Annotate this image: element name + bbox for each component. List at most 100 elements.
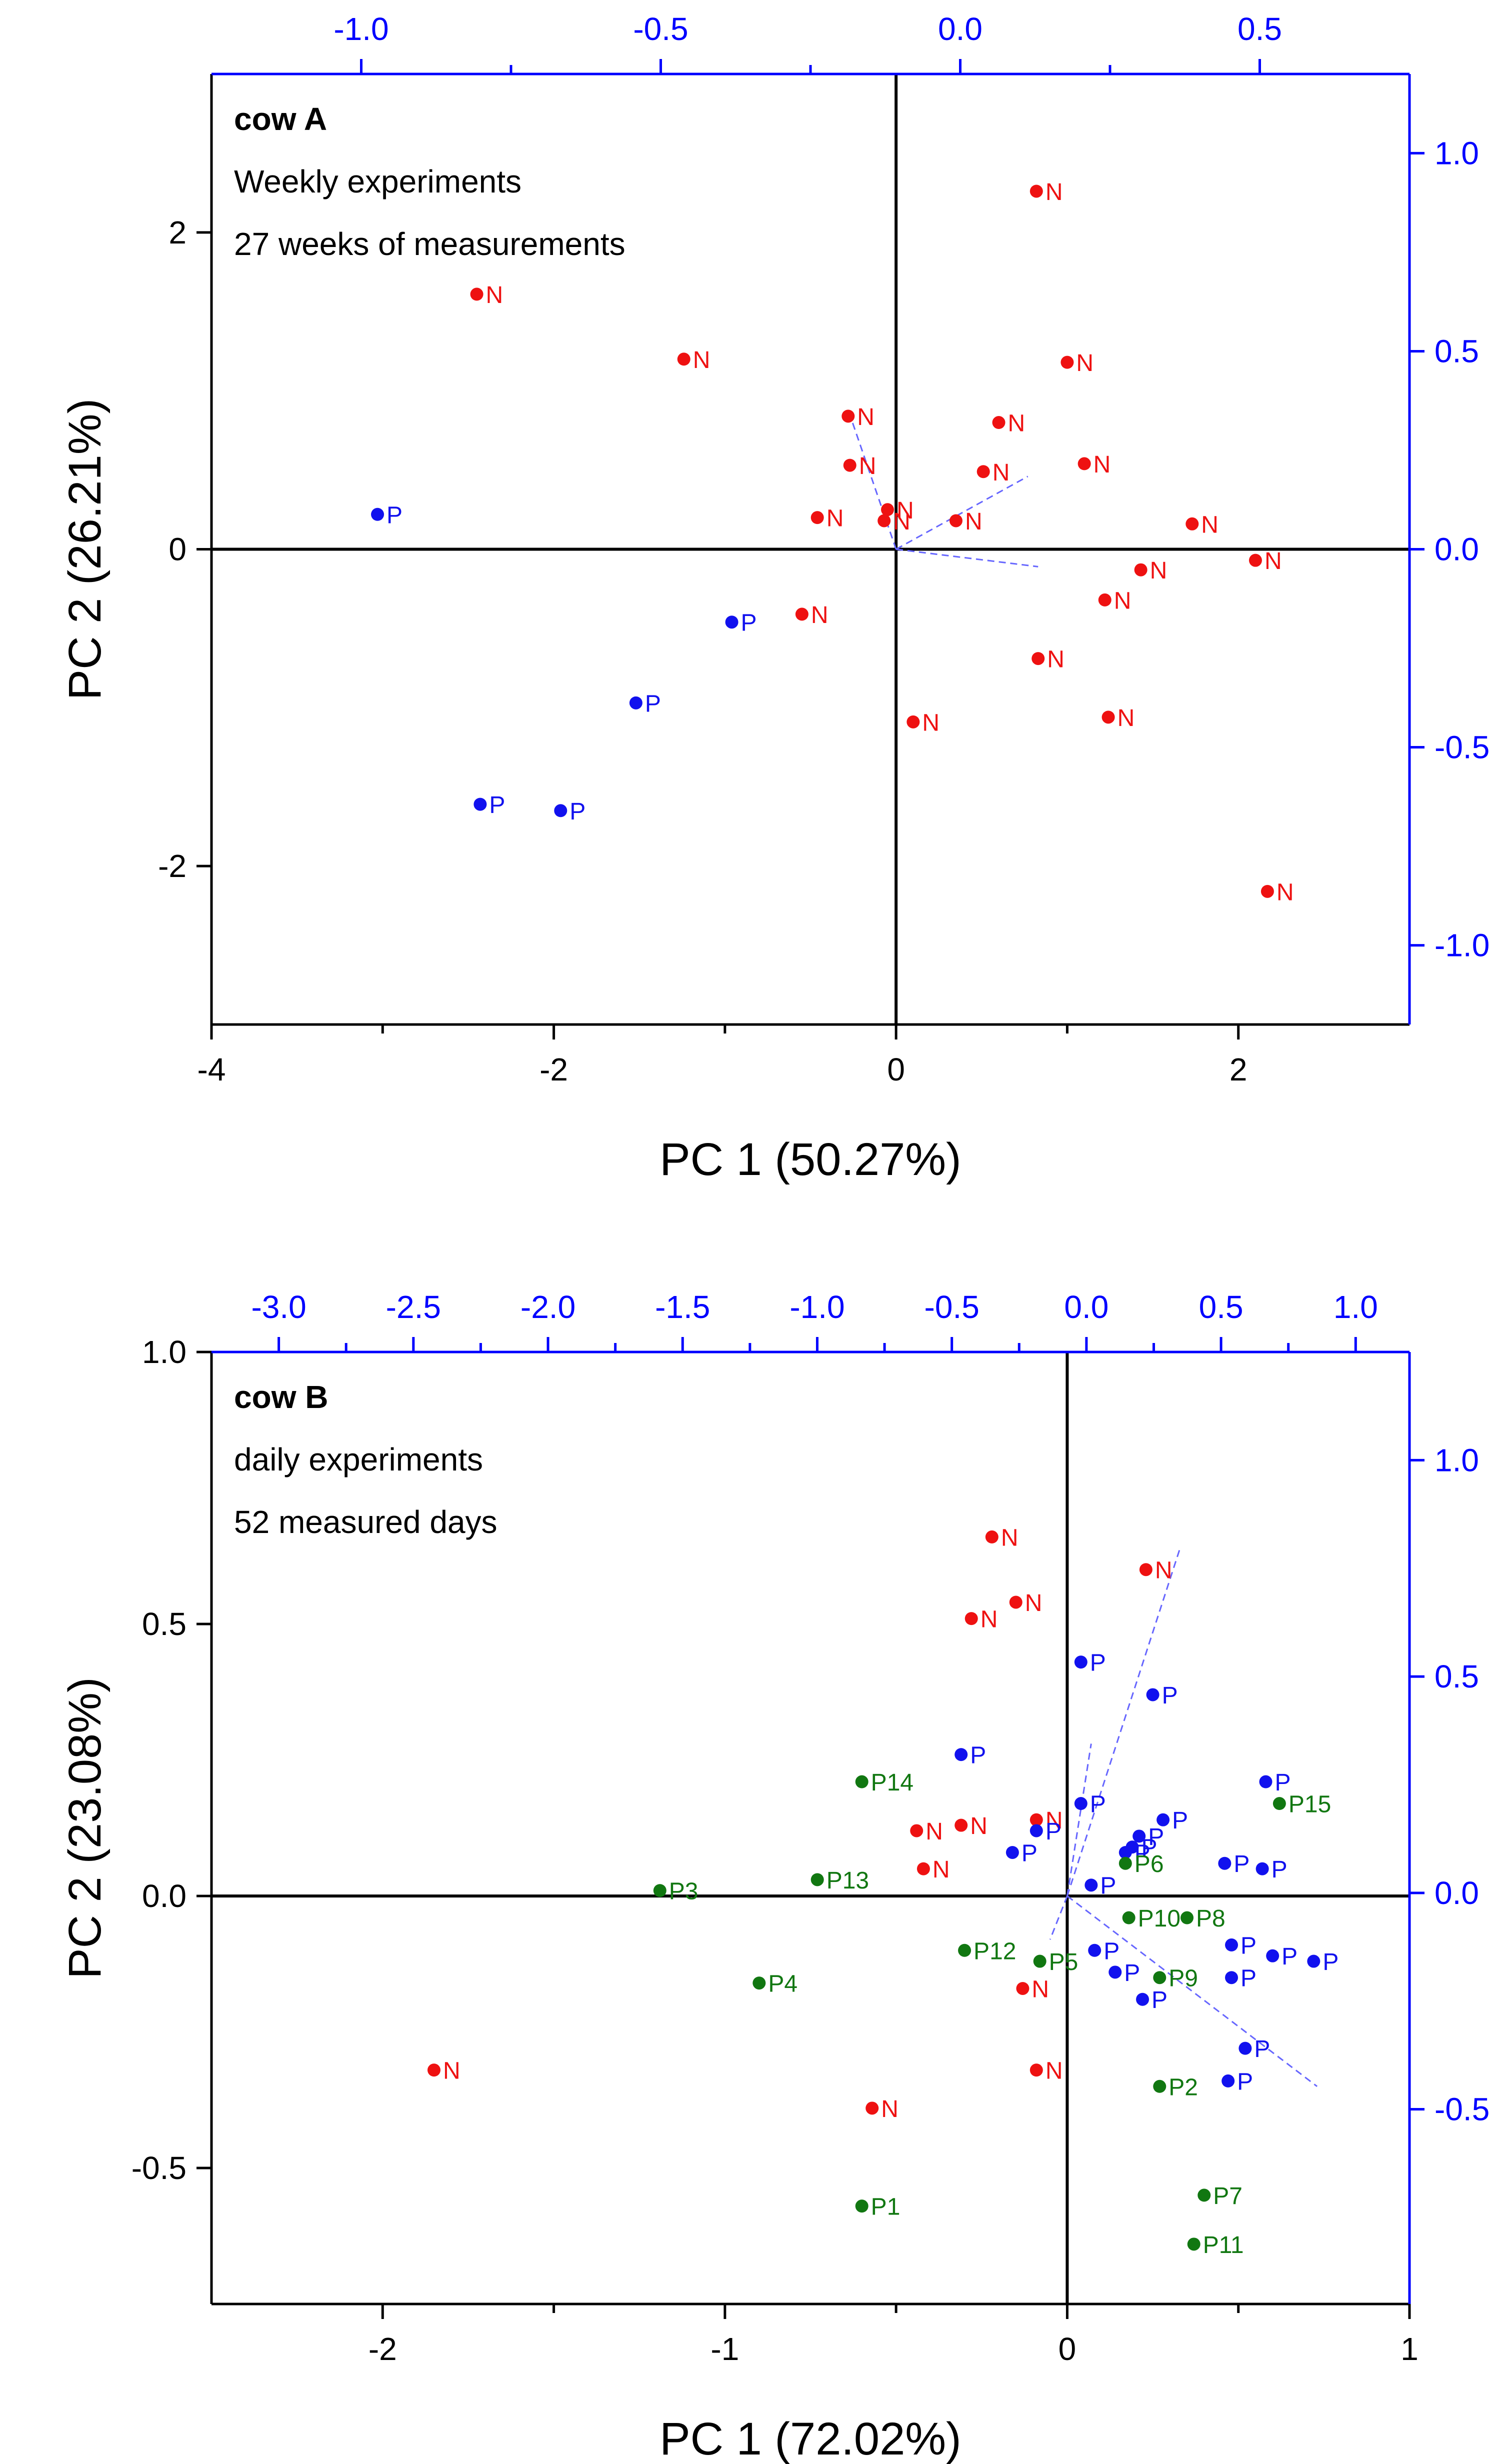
data-point-n [866, 2102, 879, 2115]
data-point-label: P14 [871, 1770, 914, 1796]
y-tick-label: 0.5 [142, 1606, 186, 1642]
data-point-n [677, 352, 690, 366]
right-tick-label: 1.0 [1434, 135, 1479, 171]
top-pca-biplot: -4 -2 0 2 PC 1 (50.27%) -2 0 2 PC 2 (26.21%) -1.0… [60, 11, 1490, 1185]
data-point-label: N [1076, 350, 1094, 376]
data-point-label: N [443, 2058, 460, 2084]
x-tick-label: 2 [1230, 1052, 1248, 1088]
data-point-n [1248, 554, 1262, 567]
data-point-p [629, 696, 642, 710]
data-point-label: N [1264, 548, 1282, 574]
data-point-p [554, 804, 568, 818]
x-tick-label: -2 [540, 1052, 568, 1088]
data-point-n [1032, 652, 1045, 666]
data-point-label: P [1240, 1966, 1256, 1992]
data-point-label: P [1162, 1682, 1178, 1709]
data-point-p-numbered [1153, 2080, 1166, 2093]
data-point-label: N [1046, 2058, 1063, 2084]
data-point-label: N [1047, 646, 1064, 673]
y-axis-title: PC 2 (23.08%) [60, 1677, 110, 1978]
loading-vector [1066, 1895, 1318, 2087]
data-point-p [1108, 1966, 1122, 1979]
y-tick-label: -0.5 [132, 2150, 186, 2186]
data-point-n [795, 608, 808, 621]
data-point-p [1218, 1856, 1232, 1870]
data-point-label: P [1148, 1824, 1164, 1850]
data-point-label: N [896, 498, 914, 524]
x-axis-title: PC 1 (50.27%) [660, 1134, 961, 1185]
data-point-label: N [932, 1856, 950, 1883]
data-point-p [1225, 1938, 1238, 1952]
data-point-n [1186, 517, 1199, 530]
data-point-p [725, 616, 738, 629]
top-tick-label: -2.0 [520, 1289, 576, 1325]
data-point-label: N [1032, 1976, 1049, 2002]
data-point-label: N [1155, 1558, 1172, 1584]
x-tick-label: -4 [198, 1052, 226, 1088]
data-point-label: P6 [1134, 1851, 1164, 1878]
data-point-p-numbered [810, 1873, 824, 1886]
data-point-p [1030, 1824, 1043, 1838]
data-point-label: P8 [1196, 1906, 1226, 1932]
data-point-label: P [1237, 2068, 1253, 2095]
data-point-label: N [857, 404, 874, 430]
top-tick-label: -0.5 [633, 11, 688, 47]
x-tick-label: -2 [368, 2331, 397, 2367]
y-tick-label: 0.0 [142, 1878, 186, 1914]
data-point-n [906, 715, 920, 728]
data-point-label: P [1152, 1987, 1168, 2014]
data-point-label: P [1272, 1856, 1288, 1883]
data-point-p-numbered [855, 1775, 868, 1788]
data-point-label: N [1001, 1524, 1018, 1551]
data-point-p-numbered [1033, 1954, 1046, 1968]
data-point-p-numbered [958, 1944, 972, 1957]
data-point-n [1078, 457, 1091, 470]
x-tick-label: 1 [1400, 2331, 1418, 2367]
data-point-label: P [1240, 1932, 1256, 1959]
data-point-p [1084, 1878, 1098, 1892]
data-point-label: N [859, 453, 876, 480]
right-tick-label: 0.0 [1434, 532, 1479, 568]
data-point-label: P [1022, 1840, 1038, 1866]
data-point-n [964, 1612, 978, 1626]
x-axis-title: PC 1 (72.02%) [660, 2414, 961, 2464]
data-point-label: P [1104, 1938, 1120, 1964]
data-point-p [1266, 1949, 1280, 1962]
loading-vector [896, 548, 1038, 568]
data-point-p [1006, 1846, 1019, 1859]
top-tick-label: 0.5 [1199, 1289, 1244, 1325]
data-point-label: P4 [768, 1971, 798, 1998]
top-tick-label: -2.5 [386, 1289, 441, 1325]
right-tick-label: -1.0 [1434, 928, 1490, 964]
data-point-label: N [965, 508, 982, 535]
data-point-n [878, 514, 891, 528]
data-point-label: P [1090, 1650, 1106, 1676]
data-point-p [1074, 1656, 1088, 1669]
top-tick-label: 0.5 [1238, 11, 1282, 47]
data-point-n [470, 288, 484, 301]
annotation-line: Weekly experiments [234, 164, 522, 200]
data-point-p-numbered [1153, 1971, 1166, 1984]
data-point-p-numbered [1180, 1911, 1194, 1924]
right-tick-label: 0.5 [1434, 1658, 1479, 1694]
data-point-n [843, 458, 856, 472]
data-point-p-numbered [855, 2200, 868, 2213]
data-point-label: N [1118, 705, 1135, 732]
data-point-n [1260, 884, 1274, 898]
data-point-p [1074, 1797, 1088, 1810]
data-point-label: N [1150, 558, 1168, 584]
data-point-label: N [1201, 512, 1218, 538]
y-tick-label: 0 [168, 532, 186, 568]
right-tick-label: 0.5 [1434, 333, 1479, 369]
data-point-label: P [1282, 1944, 1298, 1970]
data-point-label: N [992, 460, 1010, 486]
data-point-n [910, 1824, 924, 1838]
data-point-label: P13 [826, 1868, 869, 1894]
data-point-label: P [1172, 1808, 1188, 1834]
data-point-p [1238, 2042, 1252, 2055]
data-point-n [881, 503, 894, 516]
data-point-label: P [1046, 1818, 1062, 1845]
data-point-n [810, 511, 824, 524]
data-point-label: P [1124, 1960, 1140, 1986]
data-point-label: N [693, 347, 710, 374]
